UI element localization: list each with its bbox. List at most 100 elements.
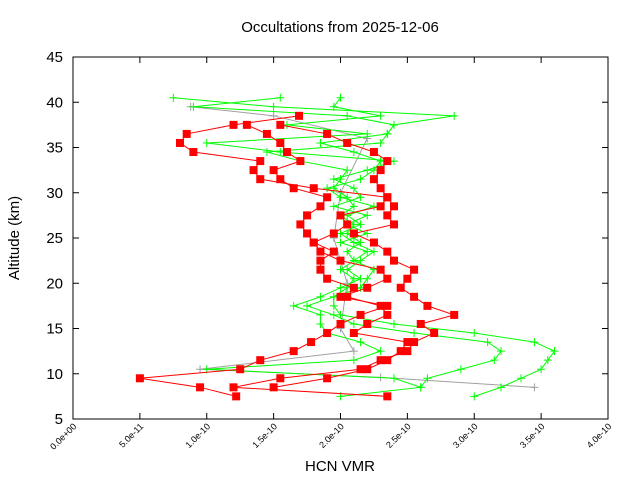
data-point-plus — [169, 93, 178, 102]
data-point-plus — [423, 374, 432, 383]
data-point-plus — [316, 292, 325, 301]
data-point-plus — [329, 292, 338, 301]
data-point-plus — [363, 211, 372, 220]
data-point-plus — [363, 166, 372, 175]
data-point-square — [383, 193, 392, 202]
data-point-plus — [276, 148, 285, 157]
data-point-plus — [356, 220, 365, 229]
data-point-square — [403, 347, 412, 356]
y-tick-label: 5 — [55, 411, 63, 428]
data-point-square — [242, 120, 251, 129]
data-point-square — [276, 138, 285, 147]
data-point-square — [343, 138, 352, 147]
data-point-square — [276, 374, 285, 383]
data-point-square — [336, 256, 345, 265]
data-point-square — [403, 338, 412, 347]
y-tick-label: 40 — [46, 94, 63, 111]
data-point-square — [262, 129, 271, 138]
x-tick-label: 4.0e-10 — [585, 421, 614, 450]
data-point-plus — [329, 301, 338, 310]
data-point-plus — [390, 157, 398, 166]
data-point-plus — [329, 310, 338, 319]
data-point-square — [276, 175, 285, 184]
data-point-plus — [376, 347, 385, 356]
data-point-square — [383, 392, 392, 401]
data-point-plus — [369, 166, 378, 175]
data-point-plus — [550, 347, 559, 356]
data-point-square — [363, 365, 372, 374]
data-point-plus — [303, 301, 312, 310]
data-point-plus — [356, 274, 365, 283]
data-point-plus — [196, 365, 205, 374]
data-point-square — [249, 166, 258, 175]
data-point-square — [309, 238, 318, 247]
x-tick-label: 1.0e-10 — [184, 421, 213, 450]
data-point-plus — [450, 111, 459, 120]
data-point-plus — [356, 338, 365, 347]
data-point-square — [356, 365, 365, 374]
data-point-plus — [390, 319, 398, 328]
data-point-plus — [336, 283, 345, 292]
y-tick-label: 20 — [46, 275, 63, 292]
data-point-square — [383, 247, 392, 256]
data-point-plus — [189, 102, 198, 111]
data-point-square — [269, 166, 278, 175]
data-point-square — [276, 120, 285, 129]
data-point-plus — [369, 202, 378, 211]
data-point-square — [369, 238, 378, 247]
data-point-plus — [349, 347, 358, 356]
data-point-square — [316, 247, 325, 256]
data-point-square — [363, 319, 372, 328]
data-point-plus — [316, 319, 325, 328]
data-point-plus — [376, 138, 385, 147]
data-point-plus — [537, 365, 546, 374]
data-point-plus — [390, 120, 398, 129]
y-tick-label: 35 — [46, 140, 63, 157]
data-point-plus — [202, 138, 211, 147]
data-point-square — [316, 256, 325, 265]
data-point-square — [303, 211, 312, 220]
y-tick-label: 30 — [46, 185, 63, 202]
series-6 — [242, 120, 412, 392]
data-point-square — [309, 184, 318, 193]
data-point-plus — [349, 238, 358, 247]
data-point-square — [289, 347, 298, 356]
data-point-square — [269, 383, 278, 392]
data-point-plus — [383, 129, 392, 138]
x-tick-label: 3.5e-10 — [518, 421, 547, 450]
data-point-square — [383, 274, 392, 283]
data-point-plus — [470, 392, 479, 401]
data-point-plus — [336, 93, 345, 102]
data-point-square — [396, 283, 405, 292]
data-point-plus — [343, 111, 352, 120]
data-point-square — [283, 148, 291, 157]
data-point-plus — [316, 310, 325, 319]
data-point-plus — [323, 184, 332, 193]
data-point-plus — [329, 175, 338, 184]
data-point-square — [329, 247, 338, 256]
plot-frame — [72, 56, 609, 420]
data-point-square — [369, 148, 378, 157]
data-point-plus — [283, 120, 291, 129]
data-point-square — [316, 202, 325, 211]
x-tick-label: 5.0e-11 — [117, 421, 145, 449]
data-point-square — [383, 301, 392, 310]
data-point-plus — [343, 166, 352, 175]
data-point-plus — [490, 356, 499, 365]
data-point-square — [390, 202, 398, 211]
data-point-square — [376, 301, 385, 310]
data-point-plus — [349, 319, 358, 328]
data-point-square — [336, 292, 345, 301]
data-point-square — [410, 265, 419, 274]
data-point-square — [343, 220, 352, 229]
data-point-plus — [543, 356, 552, 365]
data-point-plus — [336, 238, 345, 247]
x-tick-label: 2.5e-10 — [384, 421, 413, 450]
data-point-plus — [356, 193, 365, 202]
x-tick-label: 1.5e-10 — [250, 421, 279, 450]
data-point-plus — [356, 256, 365, 265]
x-tick-label: 0.0e+00 — [48, 421, 78, 451]
data-point-plus — [410, 329, 419, 338]
series-line — [190, 106, 535, 388]
data-point-plus — [497, 347, 505, 356]
